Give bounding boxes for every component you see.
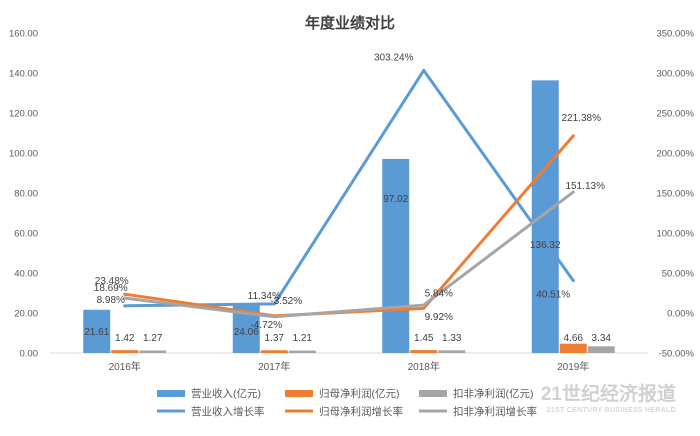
legend-label: 扣非净利润增长率	[453, 405, 537, 418]
line-data-label: 151.13%	[566, 181, 606, 192]
right-axis-tick-label: 50.00%	[662, 269, 695, 280]
bar	[260, 350, 288, 353]
bar	[438, 350, 466, 353]
legend-label: 归母净利润(亿元)	[319, 387, 400, 400]
bar	[288, 350, 316, 353]
line-point	[422, 303, 426, 307]
line-point	[422, 68, 426, 72]
bar	[111, 350, 139, 353]
left-axis-tick-label: 0.00	[20, 349, 39, 360]
bar-data-label: 21.61	[84, 327, 109, 338]
legend-swatch	[157, 390, 185, 397]
line-point	[571, 279, 575, 283]
line-data-label: 40.51%	[536, 290, 570, 301]
series-line	[123, 68, 575, 308]
left-axis-tick-label: 100.00	[9, 149, 38, 160]
line-point	[571, 134, 575, 138]
line-data-label: 9.92%	[425, 312, 453, 323]
bar	[559, 343, 587, 353]
bar-data-label: 4.66	[564, 333, 584, 344]
watermark-en: 21ST CENTURY BUSINESS HERALD	[547, 407, 676, 414]
legend-swatch	[419, 390, 447, 397]
left-axis-tick-label: 80.00	[14, 189, 38, 200]
legend-label: 归母净利润增长率	[319, 405, 403, 418]
bar	[587, 346, 615, 353]
bar-data-label: 1.33	[442, 333, 462, 344]
line-data-label: 8.98%	[97, 295, 125, 306]
watermark: 21世纪经济报道 21ST CENTURY BUSINESS HERALD	[541, 382, 676, 414]
legend-label: 营业收入增长率	[191, 405, 265, 418]
right-axis-tick-label: 250.00%	[656, 109, 694, 120]
right-axis-tick-label: 200.00%	[656, 149, 694, 160]
right-axis-tick-label: 100.00%	[656, 229, 694, 240]
line-data-label: 11.34%	[248, 291, 281, 302]
bar-data-label: 1.45	[414, 333, 434, 344]
left-axis-tick-label: 140.00	[9, 69, 38, 80]
line-data-label: 23.48%	[95, 276, 129, 287]
bar-data-label: 136.32	[530, 240, 561, 251]
series-line	[123, 190, 575, 319]
line-data-label: 5.84%	[425, 288, 453, 299]
bar-data-label: 1.27	[143, 333, 163, 344]
bar-data-label: 1.42	[115, 333, 135, 344]
bar-data-label: 97.02	[383, 194, 408, 205]
line-point	[123, 296, 127, 300]
category-label: 2018年	[408, 360, 440, 373]
line-point	[123, 292, 127, 296]
line-data-label: -3.52%	[270, 296, 302, 307]
legend-label: 扣非净利润(亿元)	[453, 387, 534, 400]
line-point	[123, 304, 127, 308]
bar	[410, 350, 438, 353]
right-axis-tick-label: 0.00%	[667, 309, 694, 320]
bar-data-label: 3.34	[592, 333, 612, 344]
bar-data-label: 1.21	[293, 333, 313, 344]
line-data-label: -4.72%	[250, 320, 282, 331]
left-axis-tick-label: 20.00	[14, 309, 38, 320]
line-data-label: 221.38%	[562, 113, 602, 124]
watermark-cn: 21世纪经济报道	[541, 382, 676, 405]
right-axis-tick-label: 150.00%	[656, 189, 694, 200]
bar	[382, 158, 410, 353]
bar	[531, 80, 559, 354]
right-axis-tick-label: 300.00%	[656, 69, 694, 80]
category-label: 2016年	[109, 360, 141, 373]
line-data-label: 303.24%	[374, 52, 414, 63]
line-data-label: 18.69%	[94, 283, 128, 294]
chart-title: 年度业绩对比	[305, 14, 395, 32]
series-line	[123, 134, 575, 318]
legend-label: 营业收入(亿元)	[191, 387, 261, 400]
right-axis-tick-label: 350.00%	[656, 29, 694, 40]
left-axis-tick-label: 160.00	[9, 29, 38, 40]
category-label: 2017年	[258, 360, 290, 373]
category-label: 2019年	[557, 360, 589, 373]
bar	[83, 309, 111, 353]
line-point	[272, 315, 276, 319]
line-point	[422, 306, 426, 310]
legend-swatch	[285, 390, 313, 397]
bar-data-label: 24.06	[234, 327, 259, 338]
right-axis-tick-label: -50.00%	[659, 349, 695, 360]
bar	[139, 350, 167, 353]
left-axis-tick-label: 60.00	[14, 229, 38, 240]
line-point	[571, 190, 575, 194]
bar-data-label: 1.37	[265, 333, 285, 344]
left-axis-tick-label: 120.00	[9, 109, 38, 120]
left-axis-tick-label: 40.00	[14, 269, 38, 280]
line-point	[272, 302, 276, 306]
